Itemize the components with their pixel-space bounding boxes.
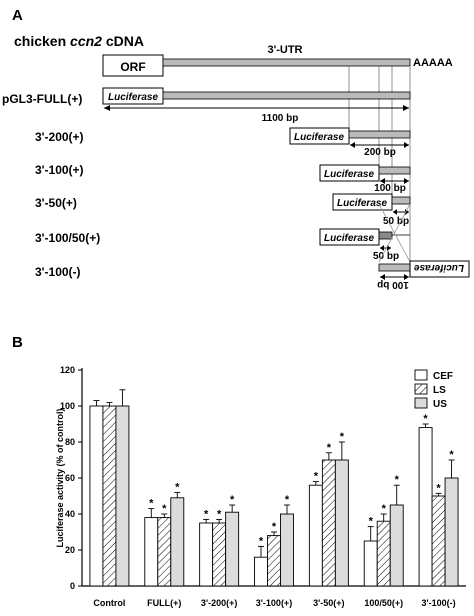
x-tick-label: FULL(+)	[147, 598, 181, 608]
luciferase-label: Luciferase	[337, 198, 387, 209]
bar-us	[225, 511, 240, 587]
bar-cef	[418, 427, 433, 587]
significance-mark: *	[327, 442, 332, 454]
y-tick-label: 120	[60, 365, 75, 375]
size-label: 50 bp	[373, 251, 399, 262]
bar-cef	[363, 540, 378, 587]
arrow-head	[380, 245, 391, 251]
x-tick-label: 3'-50(+)	[313, 598, 344, 608]
significance-mark: *	[230, 494, 235, 506]
polya-label: AAAAA	[413, 57, 453, 69]
legend-label: LS	[433, 385, 446, 396]
size-label: 100 bp	[374, 183, 406, 194]
inversion-line	[378, 203, 411, 263]
significance-mark: *	[285, 494, 290, 506]
legend-swatch-us	[414, 397, 428, 409]
utr-bar	[162, 58, 411, 67]
x-tick-label: 3'-100(+)	[256, 598, 292, 608]
bar-ls	[321, 459, 336, 587]
bar-cef	[199, 522, 214, 587]
bar-ls	[157, 517, 172, 587]
bar-ls	[102, 405, 117, 587]
significance-mark: *	[204, 508, 209, 520]
bar-us	[444, 477, 459, 587]
panel-b: B 0 20 40 60 80 100 120 Luciferase activity (% …	[12, 334, 466, 608]
significance-mark: *	[149, 498, 154, 510]
y-tick-label: 20	[65, 545, 75, 555]
significance-mark: *	[162, 503, 167, 515]
x-tick-label: 3'-200(+)	[201, 598, 237, 608]
construct-name: 3'-200(+)	[35, 130, 84, 144]
luciferase-label: Luciferase	[294, 132, 344, 143]
luciferase-box	[409, 260, 470, 278]
panel-a-label: A	[12, 7, 23, 24]
legend-label: US	[433, 399, 447, 410]
bar-ls	[212, 522, 227, 587]
size-label: 50 bp	[383, 216, 409, 227]
x-tick-label: 3'-100(-)	[421, 598, 455, 608]
significance-mark: *	[217, 508, 222, 520]
bar-us	[170, 497, 185, 587]
bar-us	[389, 504, 404, 587]
utr-label: 3'-UTR	[267, 44, 302, 56]
construct-name: 3'-100(-)	[35, 265, 81, 279]
bar-us	[280, 513, 294, 587]
y-tick-label: 40	[65, 509, 75, 519]
legend-swatch-ls	[414, 383, 428, 395]
insert-bar	[391, 196, 411, 205]
legend-swatch-cef	[414, 369, 428, 381]
size-label-inverted: 100 bp	[377, 279, 409, 290]
bar-cef	[254, 556, 268, 587]
significance-mark: *	[272, 521, 277, 533]
y-tick-label: 0	[70, 581, 75, 591]
size-label: 1100 bp	[262, 113, 299, 124]
significance-mark: *	[395, 474, 400, 486]
significance-mark: *	[449, 449, 454, 461]
insert-bar	[378, 263, 411, 272]
significance-mark: *	[382, 503, 387, 515]
significance-mark: *	[314, 471, 319, 483]
orf-label: ORF	[120, 60, 145, 74]
cdna-title: chicken ccn2 cDNA	[14, 33, 144, 49]
luciferase-label: Luciferase	[324, 169, 374, 180]
bar-us	[115, 405, 130, 587]
bar-cef	[308, 484, 323, 587]
significance-mark: *	[175, 481, 180, 493]
x-tick-label: 100/50(+)	[364, 598, 403, 608]
insert-bar	[162, 91, 411, 100]
bar-chart: 0 20 40 60 80 100 120 Luciferase activity (% of…	[55, 365, 466, 608]
significance-mark: *	[340, 431, 345, 443]
y-tick-label: 80	[65, 437, 75, 447]
size-label: 200 bp	[364, 147, 396, 158]
bar-ls	[376, 520, 391, 587]
significance-mark: *	[436, 482, 441, 494]
legend-label: CEF	[433, 371, 453, 382]
significance-mark: *	[423, 413, 428, 425]
construct-name: 3'-100(+)	[35, 163, 84, 177]
luciferase-label: Luciferase	[108, 92, 158, 103]
significance-mark: *	[369, 516, 374, 528]
y-axis-label: Luciferase activity (% of control)	[55, 408, 65, 547]
bar-cef	[144, 517, 159, 587]
x-tick-label: Control	[93, 598, 125, 608]
y-tick-label: 60	[65, 473, 75, 483]
insert-bar	[378, 231, 393, 240]
luciferase-label: Luciferase	[324, 233, 374, 244]
y-tick-label: 100	[60, 401, 75, 411]
luciferase-label-inverted: Luciferase	[414, 262, 464, 273]
bar-ls	[431, 495, 446, 587]
insert-bar	[348, 130, 411, 139]
construct-name: pGL3-FULL(+)	[2, 92, 82, 106]
significance-mark: *	[259, 535, 264, 547]
bar-cef	[89, 405, 104, 587]
construct-name: 3'-100/50(+)	[35, 231, 100, 245]
bar-us	[334, 459, 349, 587]
bar-ls	[267, 535, 281, 587]
insert-bar	[378, 166, 411, 175]
construct-name: 3'-50(+)	[35, 196, 77, 210]
panel-b-label: B	[12, 334, 23, 351]
panel-a: A chicken ccn2 cDNA ORF 3'-UTR AAAAA pGL…	[2, 7, 470, 290]
